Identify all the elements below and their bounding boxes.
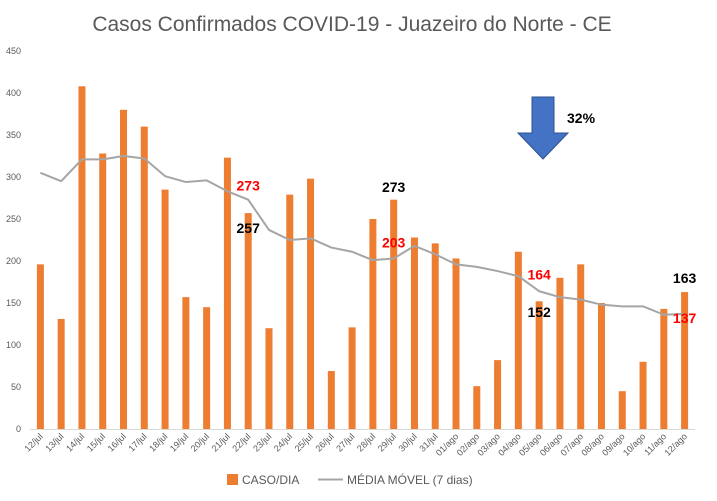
x-tick-label: 22/jul	[230, 431, 252, 453]
bar	[410, 237, 418, 429]
bar	[535, 301, 543, 429]
y-axis-ticks: 0 50 100 150 200 250 300 350 400 450	[6, 46, 21, 434]
legend-swatch-bar	[227, 474, 238, 485]
data-annotation: 273	[382, 179, 406, 195]
y-tick-label: 300	[6, 172, 21, 182]
bar	[99, 153, 107, 430]
bar	[120, 109, 128, 430]
x-tick-label: 19/jul	[168, 431, 190, 453]
bar	[369, 219, 377, 429]
bar	[431, 243, 439, 429]
x-tick-label: 18/jul	[147, 431, 169, 453]
moving-average-line	[40, 155, 685, 316]
bar	[494, 360, 502, 429]
y-tick-label: 0	[16, 424, 21, 434]
x-tick-label: 28/jul	[355, 431, 377, 453]
legend-label-line: MÉDIA MÓVEL (7 dias)	[347, 472, 473, 487]
x-axis-ticks: 12/jul13/jul14/jul15/jul16/jul17/jul18/j…	[23, 431, 690, 458]
down-arrow-icon	[516, 96, 570, 160]
x-tick-label: 17/jul	[126, 431, 148, 453]
annotations: 273 257 273 203 164 152 163 137	[237, 177, 697, 326]
legend-label-bar: CASO/DIA	[242, 473, 299, 487]
bar	[244, 213, 252, 429]
callout-label: 32%	[567, 110, 596, 126]
bar	[597, 303, 605, 429]
bar	[390, 199, 398, 429]
bar	[286, 194, 294, 429]
bar	[36, 264, 44, 429]
bar	[78, 86, 86, 429]
data-annotation: 163	[673, 270, 697, 286]
y-tick-label: 250	[6, 214, 21, 224]
bar	[140, 126, 148, 429]
bar	[514, 251, 522, 429]
y-tick-label: 150	[6, 298, 21, 308]
bar	[327, 371, 335, 429]
x-tick-label: 20/jul	[189, 431, 211, 453]
bar	[203, 307, 211, 429]
callout: 32%	[516, 96, 596, 160]
x-tick-label: 30/jul	[397, 431, 419, 453]
legend: CASO/DIA MÉDIA MÓVEL (7 dias)	[227, 472, 473, 487]
bar	[577, 264, 585, 429]
chart-title: Casos Confirmados COVID-19 - Juazeiro do…	[92, 13, 611, 36]
bar	[348, 327, 356, 429]
x-tick-label: 29/jul	[376, 431, 398, 453]
y-tick-label: 50	[11, 382, 21, 392]
x-tick-label: 16/jul	[106, 431, 128, 453]
bar	[452, 258, 460, 429]
bar	[182, 297, 190, 429]
y-tick-label: 450	[6, 46, 21, 56]
x-tick-label: 14/jul	[64, 431, 86, 453]
bar	[307, 178, 315, 429]
bar	[265, 328, 273, 429]
x-tick-label: 13/jul	[43, 431, 65, 453]
y-tick-label: 100	[6, 340, 21, 350]
data-annotation: 152	[527, 304, 551, 320]
bar	[618, 391, 626, 429]
bar	[681, 292, 689, 429]
data-annotation: 273	[237, 177, 261, 193]
x-tick-label: 23/jul	[251, 431, 273, 453]
x-tick-label: 15/jul	[85, 431, 107, 453]
data-annotation: 203	[382, 235, 406, 251]
data-annotation: 137	[673, 310, 697, 326]
x-tick-label: 26/jul	[313, 431, 335, 453]
bar	[57, 318, 65, 429]
x-tick-label: 10/ago	[621, 431, 648, 458]
x-tick-label: 25/jul	[293, 431, 315, 453]
y-tick-label: 200	[6, 256, 21, 266]
bar	[473, 386, 481, 429]
bar	[223, 157, 231, 429]
bar	[556, 277, 564, 429]
bar-series	[36, 86, 689, 430]
y-tick-label: 350	[6, 130, 21, 140]
data-annotation: 164	[527, 266, 551, 282]
bar	[660, 308, 668, 429]
x-tick-label: 12/ago	[662, 431, 689, 458]
x-tick-label: 21/jul	[210, 431, 232, 453]
y-tick-label: 400	[6, 88, 21, 98]
x-tick-label: 27/jul	[334, 431, 356, 453]
bar	[161, 189, 169, 429]
data-annotation: 257	[237, 220, 261, 236]
x-tick-label: 24/jul	[272, 431, 294, 453]
bar	[639, 361, 647, 429]
x-tick-label: 12/jul	[23, 431, 45, 453]
